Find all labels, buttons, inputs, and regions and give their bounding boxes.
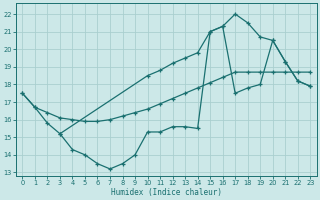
X-axis label: Humidex (Indice chaleur): Humidex (Indice chaleur) bbox=[111, 188, 222, 197]
